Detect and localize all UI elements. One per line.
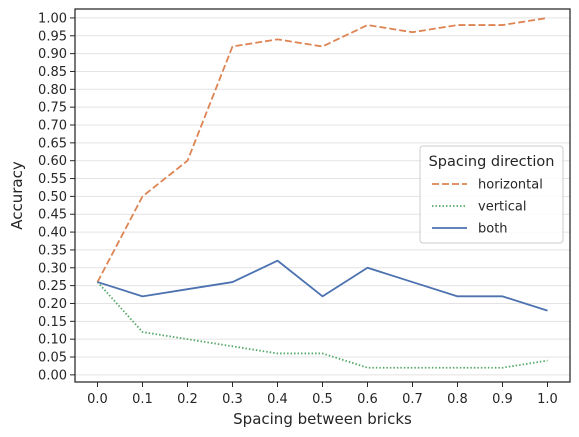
x-axis-ticks: 0.0 0.1 0.2 0.3 0.4 0.5 0.6 0.7 0.8 0.9 1.0 — [87, 382, 558, 407]
x-tick-label: 0.5 — [312, 392, 333, 407]
y-tick-label: 0.15 — [38, 315, 67, 330]
legend: Spacing direction horizontal vertical both — [419, 145, 564, 244]
x-tick-label: 0.3 — [222, 392, 243, 407]
x-tick-label: 1.0 — [537, 392, 558, 407]
y-tick-label: 0.30 — [38, 261, 67, 276]
y-tick-label: 0.65 — [38, 136, 67, 151]
x-axis-label: Spacing between bricks — [233, 410, 412, 428]
y-tick-label: 0.05 — [38, 351, 67, 366]
y-tick-label: 0.45 — [38, 208, 67, 223]
x-tick-label: 0.1 — [132, 392, 153, 407]
y-tick-label: 0.00 — [38, 368, 67, 383]
y-tick-label: 0.25 — [38, 279, 67, 294]
x-tick-label: 0.9 — [492, 392, 513, 407]
y-tick-label: 0.75 — [38, 101, 67, 116]
y-tick-label: 0.70 — [38, 119, 67, 134]
legend-label-both: both — [478, 222, 508, 237]
y-tick-label: 0.40 — [38, 226, 67, 241]
legend-label-vertical: vertical — [478, 200, 526, 215]
legend-box — [419, 145, 564, 244]
x-tick-label: 0.6 — [357, 392, 378, 407]
legend-label-horizontal: horizontal — [478, 178, 543, 193]
series-lines — [96, 17, 548, 369]
legend-title: Spacing direction — [429, 154, 555, 170]
x-tick-label: 0.8 — [447, 392, 468, 407]
y-tick-label: 0.90 — [38, 47, 67, 62]
y-axis-ticks: 0.00 0.05 0.10 0.15 0.20 0.25 0.30 0.35 0.40 0.45… — [38, 11, 75, 383]
y-tick-label: 0.10 — [38, 333, 67, 348]
series-line-horizontal — [96, 17, 548, 283]
y-tick-label: 0.50 — [38, 190, 67, 205]
x-tick-label: 0.7 — [402, 392, 423, 407]
y-tick-label: 0.85 — [38, 65, 67, 80]
series-line-vertical — [96, 281, 548, 369]
y-tick-label: 0.60 — [38, 154, 67, 169]
x-tick-label: 0.2 — [177, 392, 198, 407]
x-tick-label: 0.4 — [267, 392, 288, 407]
y-tick-label: 1.00 — [38, 11, 67, 26]
y-tick-label: 0.80 — [38, 83, 67, 98]
y-axis-label: Accuracy — [8, 161, 26, 230]
legend-entries: horizontal vertical both — [432, 178, 543, 237]
y-tick-label: 0.95 — [38, 29, 67, 44]
y-tick-label: 0.55 — [38, 172, 67, 187]
y-tick-label: 0.20 — [38, 297, 67, 312]
y-tick-label: 0.35 — [38, 243, 67, 258]
x-tick-label: 0.0 — [87, 392, 108, 407]
series-line-both — [97, 259, 548, 312]
